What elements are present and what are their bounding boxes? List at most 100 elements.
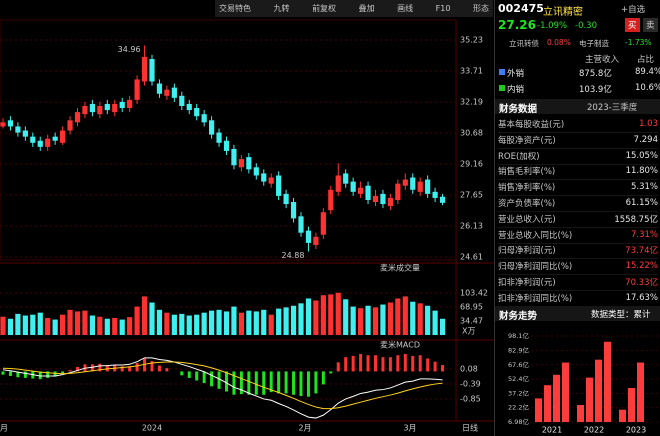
volume-bar: [223, 311, 230, 335]
trend-bar: [604, 341, 611, 422]
trend-bar: [577, 404, 584, 422]
finance-row: 基本每股收益(元) 1.03: [498, 116, 658, 133]
toolbar-item[interactable]: 叠加: [358, 4, 375, 13]
trend-bar: [619, 409, 626, 422]
finance-label: 销售毛利率(%): [498, 167, 556, 178]
candle-body: [350, 181, 356, 192]
industry[interactable]: 电子制造: [579, 39, 609, 48]
candle-body: [194, 108, 200, 117]
bond-pct: 0.08%: [547, 38, 571, 47]
revenue-cell: 103.9亿: [579, 85, 612, 95]
finance-label: 扣非净利润(元): [498, 278, 556, 288]
volume-bar: [320, 295, 326, 335]
finance-period[interactable]: 2023-三季度: [587, 103, 638, 113]
candle-body: [246, 157, 252, 170]
finance-value: 7.31%: [630, 229, 658, 240]
finance-label: 销售净利率(%): [498, 183, 556, 194]
finance-label: 营业总收入(元): [498, 214, 556, 225]
volume-bar: [67, 309, 73, 335]
candle-body: [37, 140, 43, 147]
candle-body: [425, 179, 431, 194]
y-tick-label: 68.95: [460, 303, 483, 312]
y-tick-label: 34.47: [460, 317, 483, 326]
volume-bar: [52, 319, 58, 335]
candle-body: [149, 59, 155, 82]
kline-chart: 麦米成交量 X万 麦米MACD 日线 35.23 33.71 32.19 30.68 2…: [0, 19, 494, 433]
y-tick-label: 22.2亿: [508, 403, 529, 412]
y-tick-label: 67.6亿: [508, 360, 529, 369]
trend-bar: [535, 398, 542, 422]
y-tick-label: 33.71: [460, 67, 483, 76]
buy-button[interactable]: 买: [625, 18, 640, 32]
volume-bar: [298, 303, 304, 335]
trend-type[interactable]: 数据类型：累计: [591, 310, 651, 320]
x-tick-label: 2022: [584, 426, 604, 435]
volume-bar: [276, 308, 282, 335]
candle-body: [134, 79, 140, 100]
add-watchlist[interactable]: +自选: [621, 5, 646, 15]
candle-body: [432, 191, 438, 198]
toolbar-item[interactable]: F10: [435, 4, 451, 13]
volume-bar: [425, 305, 431, 335]
sell-button[interactable]: 卖: [643, 18, 658, 32]
y-tick-label: 30.68: [460, 128, 483, 137]
toolbar-item[interactable]: 交易特色: [219, 4, 251, 13]
x-tick-label: 3月: [403, 424, 416, 433]
volume-bar: [164, 312, 170, 335]
volume-bar: [74, 311, 81, 335]
candle-body: [417, 181, 423, 192]
volume-bar: [335, 292, 341, 335]
trend-header: [495, 306, 660, 321]
volume-bar: [209, 310, 215, 335]
toolbar-item[interactable]: 前复权: [312, 4, 337, 13]
x-tick-label: 月: [0, 424, 8, 433]
candle-body: [298, 216, 304, 233]
candle-body: [223, 140, 230, 151]
y-tick-label: 6.98亿: [508, 417, 529, 426]
finance-value: 17.63%: [625, 292, 658, 303]
candle-body: [276, 175, 282, 196]
volume-bar: [305, 298, 312, 335]
toolbar-item[interactable]: 形态: [472, 4, 489, 13]
trend-bar: [562, 362, 569, 422]
volume-bar: [290, 305, 297, 335]
candle-body: [365, 185, 371, 200]
volume-unit: X万: [462, 327, 475, 336]
candle-body: [7, 120, 14, 127]
finance-value: 15.22%: [625, 261, 658, 272]
stock-name: 立讯精密: [543, 7, 583, 18]
candle-body: [231, 148, 237, 166]
finance-value: 7.294: [633, 134, 658, 145]
toolbar-item[interactable]: 画线: [397, 4, 414, 13]
x-tick-label: 2024: [142, 424, 162, 433]
low-annotation: 24.88: [282, 251, 305, 260]
volume-bar: [82, 310, 88, 335]
volume-bar: [365, 305, 371, 335]
candle-body: [402, 179, 408, 186]
candle-body: [30, 136, 36, 143]
x-tick-label: 2023: [626, 426, 646, 435]
y-tick-label: 98.1亿: [508, 331, 529, 340]
volume-bar: [380, 304, 386, 335]
y-tick-label: 52.4亿: [508, 374, 529, 383]
revenue-cell: 875.8亿: [579, 69, 612, 79]
y-tick-label: 29.16: [460, 160, 483, 169]
trend-bar: [595, 359, 602, 422]
candle-body: [52, 136, 58, 141]
period[interactable]: 日线: [462, 423, 478, 433]
candle-body: [74, 112, 81, 123]
finance-title: 财务数据: [499, 104, 538, 115]
bond-name[interactable]: 立讯转债: [509, 39, 539, 48]
toolbar: 交易特色 九转 前复权 叠加 画线 F10 形态: [215, 0, 493, 17]
trend-bar: [553, 374, 560, 422]
candle-body: [22, 130, 28, 137]
candle-body: [410, 177, 416, 190]
toolbar-item[interactable]: 九转: [273, 4, 290, 13]
volume-title: 麦米成交量: [380, 263, 420, 273]
volume-bar: [15, 313, 21, 335]
finance-value: 15.05%: [625, 150, 658, 161]
candle-body: [283, 193, 289, 205]
revenue-header: 主营收入: [585, 55, 620, 65]
volume-bar: [141, 296, 148, 335]
change-pct: -1.09%: [537, 21, 568, 31]
